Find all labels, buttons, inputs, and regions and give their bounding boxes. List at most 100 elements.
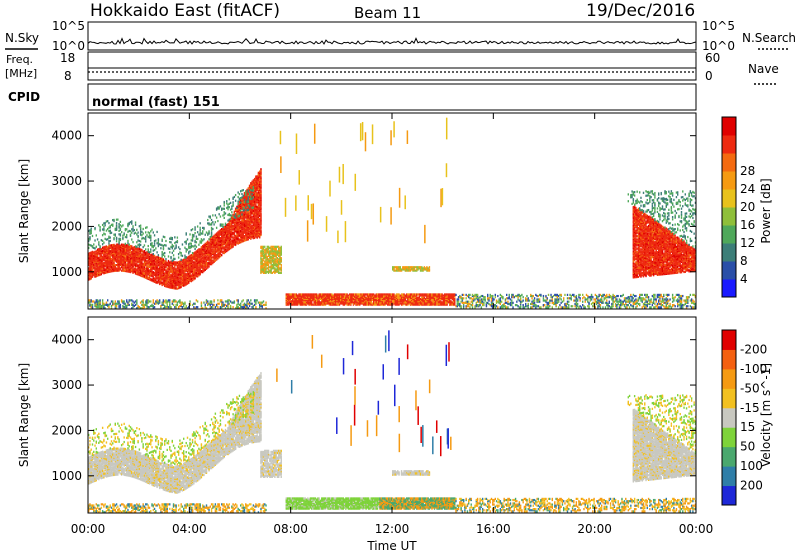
data-cell — [224, 224, 227, 228]
data-cell — [229, 241, 232, 244]
data-cell — [208, 222, 210, 225]
data-cell — [200, 259, 203, 262]
data-cell — [150, 254, 152, 257]
data-cell — [194, 271, 196, 274]
data-cell — [110, 258, 113, 262]
data-cell — [128, 266, 130, 269]
data-cell — [241, 219, 243, 222]
data-cell — [128, 254, 130, 257]
data-cell — [113, 259, 115, 262]
data-cell — [112, 251, 114, 255]
data-cell — [117, 253, 119, 256]
title: Hokkaido East (fitACF) — [90, 1, 280, 21]
data-cell — [107, 259, 109, 262]
data-cell — [136, 254, 138, 258]
data-cell — [176, 276, 179, 279]
data-cell — [188, 277, 190, 280]
data-cell — [165, 285, 167, 288]
data-cell — [137, 264, 139, 267]
data-cell — [152, 245, 154, 248]
data-cell — [218, 238, 220, 241]
data-cell — [474, 305, 476, 308]
data-cell — [209, 240, 211, 243]
data-cell — [136, 258, 138, 261]
data-cell — [255, 223, 257, 226]
data-cell — [155, 277, 157, 281]
data-cell — [191, 273, 194, 276]
data-cell — [134, 249, 137, 253]
data-cell — [88, 277, 90, 280]
data-cell — [471, 304, 474, 307]
data-cell — [94, 260, 96, 264]
data-cell — [190, 253, 192, 257]
data-cell — [112, 264, 114, 267]
data-cell — [132, 260, 134, 263]
data-cell — [112, 256, 114, 259]
data-cell — [160, 281, 162, 284]
data-cell — [224, 230, 227, 233]
data-cell — [107, 271, 109, 274]
data-cell — [210, 242, 213, 245]
data-cell — [124, 248, 127, 251]
data-cell — [103, 268, 105, 272]
data-cell — [94, 257, 96, 260]
data-cell — [142, 251, 144, 254]
data-cell — [428, 299, 431, 302]
data-cell — [190, 256, 192, 259]
data-cell — [122, 253, 124, 257]
data-cell — [171, 251, 173, 254]
data-cell — [112, 259, 114, 263]
data-cell — [229, 242, 232, 245]
data-cell — [142, 265, 144, 268]
data-cell — [203, 258, 205, 261]
data-cell — [117, 218, 119, 221]
data-cell — [152, 262, 154, 265]
data-cell — [202, 248, 204, 251]
data-cell — [447, 293, 450, 296]
data-cell — [124, 256, 127, 259]
data-cell — [122, 248, 124, 251]
data-cell — [200, 240, 203, 243]
data-cell — [190, 244, 192, 248]
data-cell — [438, 293, 441, 296]
data-cell — [215, 253, 218, 257]
data-cell — [167, 259, 170, 263]
data-cell — [136, 251, 138, 254]
data-cell — [137, 247, 139, 250]
data-cell — [465, 300, 467, 303]
data-cell — [164, 279, 166, 282]
data-cell — [136, 257, 138, 260]
data-cell — [237, 206, 239, 209]
data-cell — [455, 305, 457, 308]
data-cell — [195, 266, 198, 269]
data-cell — [202, 260, 204, 264]
data-cell — [195, 269, 198, 272]
data-cell — [199, 261, 201, 265]
data-cell — [176, 284, 179, 287]
data-cell — [143, 274, 146, 278]
data-cell — [114, 254, 116, 258]
data-cell — [146, 254, 148, 257]
data-cell — [152, 257, 154, 260]
data-cell — [107, 260, 109, 264]
data-cell — [222, 207, 224, 210]
data-cell — [100, 261, 103, 264]
data-cell — [93, 251, 95, 254]
data-cell — [110, 265, 113, 268]
data-cell — [223, 246, 225, 249]
data-cell — [205, 267, 208, 270]
data-cell — [183, 275, 185, 278]
data-cell — [94, 274, 96, 277]
data-cell — [91, 272, 94, 275]
data-cell — [166, 267, 168, 270]
data-cell — [124, 249, 127, 252]
data-cell — [141, 273, 143, 277]
data-cell — [224, 226, 227, 229]
data-cell — [214, 239, 217, 242]
data-cell — [91, 253, 94, 256]
data-cell — [231, 211, 233, 214]
data-cell — [451, 301, 453, 304]
data-cell — [186, 278, 189, 281]
data-cell — [108, 249, 110, 252]
data-cell — [96, 255, 99, 258]
